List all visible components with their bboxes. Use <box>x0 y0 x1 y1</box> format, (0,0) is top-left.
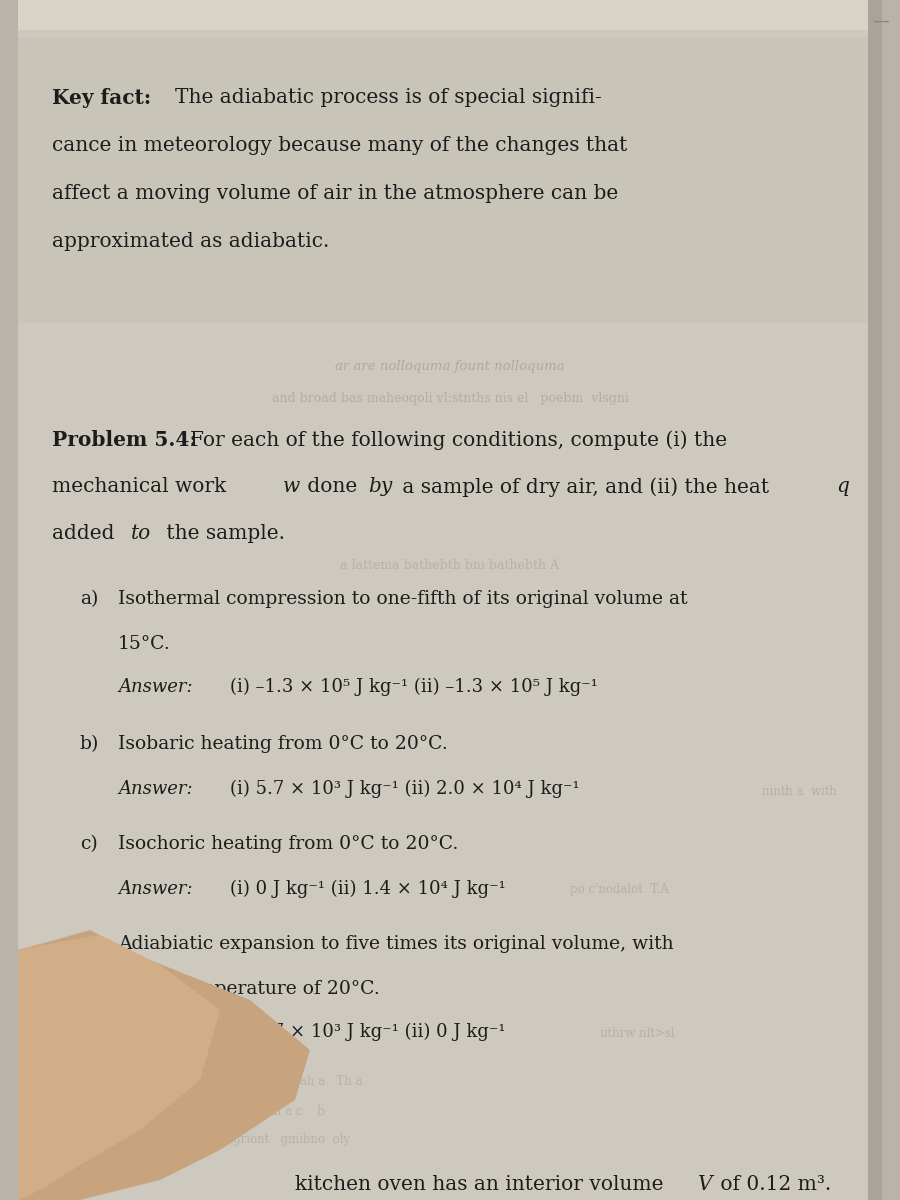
Text: (i) 0 J kg⁻¹ (ii) 1.4 × 10⁴ J kg⁻¹: (i) 0 J kg⁻¹ (ii) 1.4 × 10⁴ J kg⁻¹ <box>230 880 506 899</box>
Text: done: done <box>301 476 364 496</box>
Text: Answer:: Answer: <box>118 678 193 696</box>
Bar <box>18 0 882 30</box>
Text: cance in meteorology because many of the changes that: cance in meteorology because many of the… <box>52 136 627 155</box>
Text: —: — <box>872 12 888 30</box>
Polygon shape <box>18 930 310 1200</box>
Text: Key fact:: Key fact: <box>52 88 151 108</box>
Text: a lattema bathebth bni bathebth A: a lattema bathebth bni bathebth A <box>340 559 560 572</box>
Text: (i) 5.7 × 10³ J kg⁻¹ (ii) 2.0 × 10⁴ J kg⁻¹: (i) 5.7 × 10³ J kg⁻¹ (ii) 2.0 × 10⁴ J kg… <box>230 780 580 798</box>
Text: d): d) <box>80 935 99 953</box>
Text: Pro: Pro <box>18 1175 58 1195</box>
Text: mechanical work: mechanical work <box>52 476 232 496</box>
Text: V: V <box>698 1175 713 1194</box>
Text: Isochoric heating from 0°C to 20°C.: Isochoric heating from 0°C to 20°C. <box>118 835 458 853</box>
Text: uthrw nlt>sl: uthrw nlt>sl <box>600 1027 674 1040</box>
Text: c): c) <box>80 835 98 853</box>
Text: ah a   Th a: ah a Th a <box>300 1075 363 1088</box>
Text: affect a moving volume of air in the atmosphere can be: affect a moving volume of air in the atm… <box>52 184 618 203</box>
Text: Answer:: Answer: <box>118 880 193 898</box>
Text: (i) 5.7 × 10³ J kg⁻¹ (ii) 0 J kg⁻¹: (i) 5.7 × 10³ J kg⁻¹ (ii) 0 J kg⁻¹ <box>230 1022 506 1042</box>
Text: Problem 5.4:: Problem 5.4: <box>52 430 197 450</box>
Polygon shape <box>18 935 220 1200</box>
Text: to: to <box>131 524 151 542</box>
Text: approximated as adiabatic.: approximated as adiabatic. <box>52 232 329 251</box>
Text: added: added <box>52 524 121 542</box>
Text: (i) –1.3 × 10⁵ J kg⁻¹ (ii) –1.3 × 10⁵ J kg⁻¹: (i) –1.3 × 10⁵ J kg⁻¹ (ii) –1.3 × 10⁵ J … <box>230 678 598 696</box>
Text: a): a) <box>80 590 98 608</box>
Text: Adiabiatic expansion to five times its original volume, with: Adiabiatic expansion to five times its o… <box>118 935 673 953</box>
Text: The adiabatic process is of special signifi-: The adiabatic process is of special sign… <box>175 88 602 107</box>
Text: of 0.12 m³.: of 0.12 m³. <box>714 1175 832 1194</box>
Text: initial temperature of 20°C.: initial temperature of 20°C. <box>118 980 380 998</box>
Text: a sample of dry air, and (ii) the heat: a sample of dry air, and (ii) the heat <box>396 476 776 497</box>
Text: b  nan em plde   a    a wb tlgriont   gmibno  oly: b nan em plde a a wb tlgriont gmibno oly <box>52 1133 350 1146</box>
Text: by: by <box>368 476 392 496</box>
Text: po c'nodalot  T.A: po c'nodalot T.A <box>570 883 669 896</box>
Text: w: w <box>283 476 301 496</box>
Text: kitchen oven has an interior volume: kitchen oven has an interior volume <box>295 1175 670 1194</box>
Text: Isothermal compression to one-fifth of its original volume at: Isothermal compression to one-fifth of i… <box>118 590 688 608</box>
Text: For each of the following conditions, compute (i) the: For each of the following conditions, co… <box>190 430 727 450</box>
Text: Answer:: Answer: <box>118 1022 193 1040</box>
Text: 15°C.: 15°C. <box>118 635 171 653</box>
Text: q: q <box>836 476 849 496</box>
Bar <box>868 0 882 1200</box>
Text: Answer:: Answer: <box>118 780 193 798</box>
Text: and broad bas maheoqoli vl:stnths nis el   poebm  vlsgni: and broad bas maheoqoli vl:stnths nis el… <box>272 392 628 404</box>
Text: init lnt   noud how bl nlt pnol    d in a c    b: init lnt noud how bl nlt pnol d in a c b <box>52 1105 325 1118</box>
Bar <box>18 38 882 323</box>
Text: ar are nolloquma fount nolloquma: ar are nolloquma fount nolloquma <box>335 360 565 373</box>
Text: b): b) <box>80 734 99 754</box>
Text: the sample.: the sample. <box>160 524 285 542</box>
Text: ninth a  with: ninth a with <box>762 785 837 798</box>
Text: Isobaric heating from 0°C to 20°C.: Isobaric heating from 0°C to 20°C. <box>118 734 448 754</box>
